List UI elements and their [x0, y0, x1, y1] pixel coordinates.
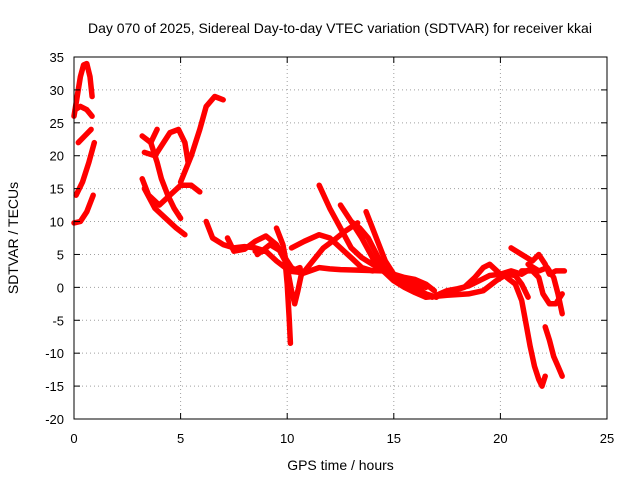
- series-s30: [525, 261, 565, 317]
- y-tick-label: 25: [50, 116, 64, 131]
- series-s23: [369, 258, 440, 300]
- x-tick-label: 5: [177, 431, 184, 446]
- y-axis-label: SDTVAR / TECUs: [5, 182, 21, 294]
- y-tick-label: 10: [50, 215, 64, 230]
- y-tick-label: 30: [50, 83, 64, 98]
- x-tick-label: 10: [280, 431, 294, 446]
- series-s4: [75, 126, 94, 146]
- series-s27: [504, 274, 548, 389]
- series-s28: [508, 245, 568, 277]
- y-tick-label: 20: [50, 149, 64, 164]
- series-s1: [71, 60, 95, 119]
- series-s31: [542, 324, 565, 379]
- axis-ticks: 0 5 10 15 20 25 -20 -15 -10 -5 0 5 10 15 20 25 30 35: [45, 50, 614, 446]
- y-tick-label: -10: [45, 346, 64, 361]
- data-series: [71, 60, 568, 389]
- series-s16: [254, 220, 361, 277]
- y-tick-label: -20: [45, 412, 64, 427]
- series-s3: [73, 139, 98, 198]
- x-tick-label: 0: [70, 431, 77, 446]
- series-s11: [177, 93, 226, 185]
- x-tick-label: 25: [600, 431, 614, 446]
- y-tick-label: 35: [50, 50, 64, 65]
- plot-frame: [73, 56, 608, 420]
- y-tick-label: 5: [57, 247, 64, 262]
- series-s29: [518, 268, 565, 307]
- x-tick-label: 15: [387, 431, 401, 446]
- x-tick-label: 20: [493, 431, 507, 446]
- series-s12: [203, 218, 269, 254]
- series-s25: [433, 264, 536, 299]
- series-s15: [273, 225, 305, 307]
- chart-title: Day 070 of 2025, Sidereal Day-to-day VTE…: [88, 20, 592, 36]
- y-tick-label: 15: [50, 182, 64, 197]
- y-tick-label: 0: [57, 280, 64, 295]
- series-s2: [72, 103, 95, 119]
- series-s18: [284, 264, 386, 276]
- series-s9: [141, 185, 188, 238]
- series-s26: [423, 271, 531, 300]
- y-tick-label: -15: [45, 379, 64, 394]
- series-s10: [148, 139, 184, 222]
- series-s17: [288, 231, 376, 274]
- series-s13: [224, 233, 294, 347]
- series-s5: [71, 192, 96, 226]
- y-tick-label: -5: [52, 313, 64, 328]
- x-axis-label: GPS time / hours: [287, 457, 394, 473]
